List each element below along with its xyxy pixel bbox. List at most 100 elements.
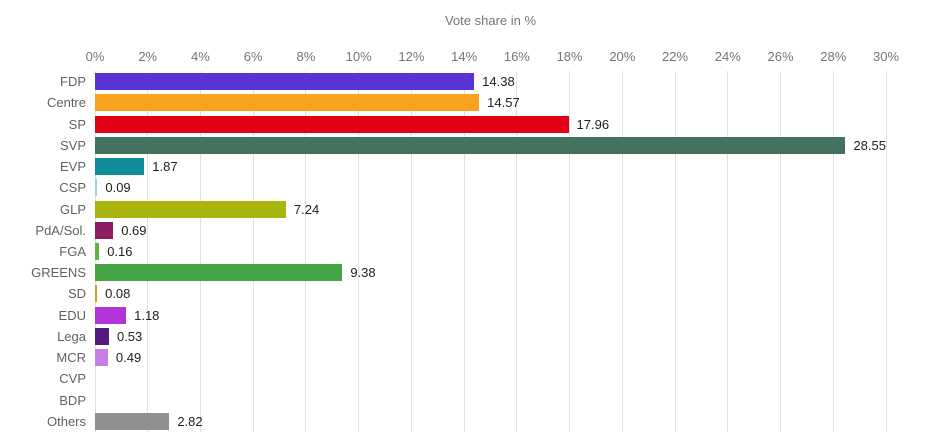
bar-row: 1.87	[95, 156, 886, 177]
category-label-sp: SP	[68, 116, 86, 132]
x-axis-tick: 14%	[451, 49, 478, 64]
bar-row: 1.18	[95, 305, 886, 326]
bar-row	[95, 390, 886, 411]
x-axis-tick: 8%	[296, 49, 316, 64]
bar-rows: 14.38 14.57 17.96 28.55 1.87 0.09 7.24 0.69 0.16…	[95, 71, 886, 432]
gridline	[516, 71, 518, 432]
gridline	[410, 71, 412, 432]
bar-row: 17.96	[95, 113, 886, 134]
gridline	[252, 71, 254, 432]
gridline	[147, 71, 149, 432]
x-axis-tick: 0%	[85, 49, 105, 64]
bar-row: 2.82	[95, 411, 886, 432]
category-label-csp: CSP	[59, 180, 86, 196]
bar-glp[interactable]	[95, 200, 286, 218]
x-axis-tick: 24%	[714, 49, 741, 64]
value-label: 7.24	[293, 201, 320, 217]
x-axis-tick: 6%	[243, 49, 263, 64]
value-label: 0.53	[116, 328, 143, 344]
category-label-mcr: MCR	[56, 350, 86, 366]
category-label-others: Others	[46, 413, 86, 429]
category-label-evp: EVP	[59, 159, 86, 175]
x-axis-tick: 16%	[503, 49, 530, 64]
category-label-cvp: CVP	[59, 371, 86, 387]
category-label-pda-sol-: PdA/Sol.	[35, 222, 86, 238]
bar-lega[interactable]	[95, 327, 109, 345]
value-label: 14.57	[487, 95, 520, 111]
value-label: 9.38	[350, 265, 376, 281]
bar-row: 0.09	[95, 177, 886, 198]
bar-fga[interactable]	[95, 242, 100, 260]
x-axis-tick: 20%	[609, 49, 636, 64]
bar-row: 28.55	[95, 135, 886, 156]
x-axis-tick: 2%	[138, 49, 158, 64]
gridline	[199, 71, 201, 432]
category-label-edu: EDU	[58, 307, 86, 323]
category-label-bdp: BDP	[59, 392, 86, 408]
bar-fdp[interactable]	[95, 73, 475, 91]
x-axis-tick: 22%	[662, 49, 689, 64]
bar-greens[interactable]	[95, 264, 343, 282]
value-label: 28.55	[853, 137, 886, 153]
value-label: 0.08	[105, 286, 131, 302]
bar-pda-sol-[interactable]	[95, 221, 114, 239]
category-label-centre: Centre	[46, 95, 86, 111]
bar-others[interactable]	[95, 412, 170, 430]
x-axis: 0% 2% 4% 6% 8% 10% 12% 14% 16% 18% 20% 22% 24% 26% 28%…	[86, 49, 899, 65]
gridline	[727, 71, 729, 432]
category-label-fdp: FDP	[60, 74, 86, 90]
bar-row: 0.69	[95, 220, 886, 241]
x-axis-tick: 10%	[345, 49, 372, 64]
x-axis-tick: 28%	[820, 49, 847, 64]
bar-centre[interactable]	[95, 94, 480, 112]
category-label-lega: Lega	[57, 328, 86, 344]
value-label: 0.69	[121, 222, 147, 238]
chart-title: Vote share in %	[444, 13, 537, 28]
x-axis-tick: 26%	[767, 49, 794, 64]
gridline	[305, 71, 307, 432]
bar-evp[interactable]	[95, 158, 145, 176]
value-label: 0.49	[115, 350, 142, 366]
value-label: 2.82	[177, 413, 203, 429]
gridline	[780, 71, 782, 432]
x-axis-tick: 12%	[398, 49, 425, 64]
x-axis-tick: 30%	[872, 49, 900, 64]
category-label-fga: FGA	[59, 243, 86, 259]
gridline	[832, 71, 834, 432]
category-label-glp: GLP	[59, 201, 86, 217]
bar-svp[interactable]	[95, 136, 846, 154]
category-label-greens: GREENS	[31, 265, 86, 281]
bar-row: 0.53	[95, 326, 886, 347]
bar-row	[95, 368, 886, 389]
category-axis: FDP Centre SP SVP EVP CSP GLP PdA/Sol. FGA GREENS…	[0, 71, 86, 432]
value-label: 17.96	[576, 116, 610, 132]
bar-edu[interactable]	[95, 306, 127, 324]
category-label-svp: SVP	[59, 137, 86, 153]
value-label: 1.18	[134, 307, 160, 323]
value-label: 1.87	[152, 159, 178, 175]
x-axis-tick: 4%	[191, 49, 210, 64]
x-axis-tick: 18%	[556, 49, 583, 64]
bar-row: 14.38	[95, 71, 886, 92]
gridline	[569, 71, 571, 432]
bar-sd[interactable]	[95, 285, 98, 303]
gridline	[358, 71, 360, 432]
value-label: 0.16	[107, 243, 133, 259]
bar-row: 14.57	[95, 92, 886, 113]
bar-mcr[interactable]	[95, 349, 108, 367]
bar-row: 0.49	[95, 347, 886, 368]
category-label-sd: SD	[67, 286, 86, 302]
gridline	[463, 71, 465, 432]
bar-row: 7.24	[95, 198, 886, 219]
bar-row: 0.08	[95, 283, 886, 304]
bar-csp[interactable]	[95, 179, 98, 197]
gridline	[621, 71, 623, 432]
gridline	[885, 71, 887, 432]
value-label: 14.38	[482, 74, 515, 90]
bar-row: 0.16	[95, 241, 886, 262]
gridline	[674, 71, 676, 432]
bar-row: 9.38	[95, 262, 886, 283]
plot-area: 14.38 14.57 17.96 28.55 1.87 0.09 7.24 0.69 0.16…	[94, 71, 887, 432]
bar-sp[interactable]	[95, 115, 569, 133]
